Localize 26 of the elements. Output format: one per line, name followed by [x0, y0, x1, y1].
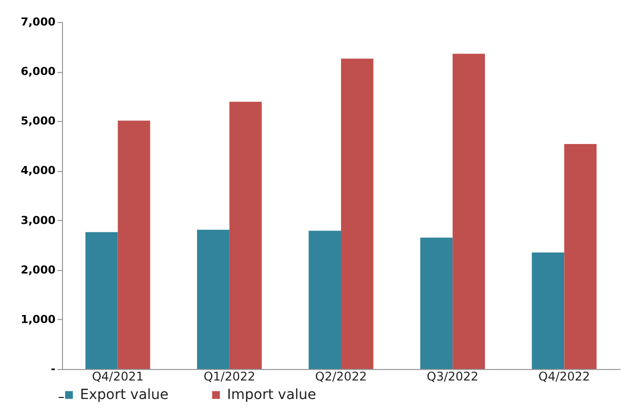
bar — [564, 144, 597, 369]
x-tick-label: Q2/2022 — [315, 370, 367, 384]
bar — [229, 102, 262, 369]
y-tick-label: 2,000 — [20, 263, 56, 276]
y-tick-label: 7,000 — [20, 16, 56, 28]
y-tick-label: 5,000 — [20, 114, 56, 128]
bar — [197, 230, 230, 369]
legend-label: Export value — [80, 387, 169, 403]
y-tick-label: 1,000 — [20, 312, 56, 326]
y-tick-label: - — [50, 362, 56, 376]
bar — [341, 58, 374, 369]
bar — [532, 252, 564, 369]
x-tick-label: Q4/2021 — [92, 370, 144, 384]
x-tick-label: Q3/2022 — [426, 370, 478, 384]
bar — [118, 120, 150, 369]
legend-label: Import value — [227, 387, 316, 403]
bar — [85, 232, 118, 369]
y-tick-label: 3,000 — [20, 214, 56, 227]
bar — [420, 238, 453, 369]
y-tick-label: 4,000 — [20, 164, 56, 178]
bar — [308, 230, 341, 369]
bar — [452, 54, 485, 369]
x-tick-label: Q1/2022 — [204, 370, 256, 384]
x-tick-label: Q4/2022 — [538, 370, 590, 384]
text: – — [58, 390, 64, 405]
y-tick-label: 6,000 — [20, 65, 56, 78]
